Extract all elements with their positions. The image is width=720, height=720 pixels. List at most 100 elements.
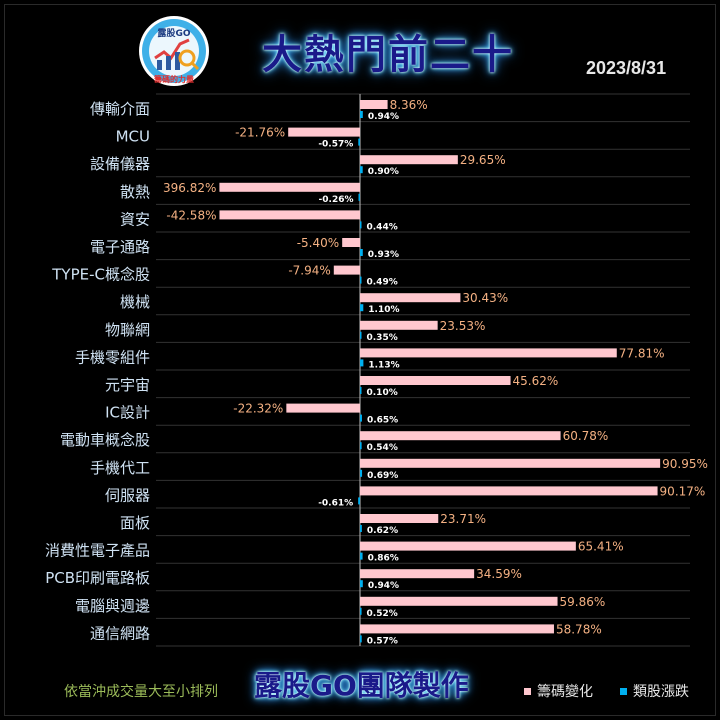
category-label: 元宇宙	[105, 376, 150, 394]
logo-icon: 露股GO 籌碼的力量	[139, 16, 209, 86]
legend-sector-swatch	[620, 687, 627, 695]
sector-change-label: 0.93%	[368, 250, 399, 260]
chip-change-bar	[288, 127, 360, 137]
chip-change-label: 45.62%	[513, 374, 559, 388]
chip-change-bar	[360, 293, 461, 303]
legend-sector-label: 類股漲跌	[633, 684, 689, 700]
chip-change-bar	[360, 514, 439, 523]
sector-change-bar	[360, 414, 362, 422]
category-label: 消費性電子產品	[45, 542, 150, 560]
sort-note: 依當沖成交量大至小排列	[64, 684, 218, 700]
category-label: TYPE-C概念股	[51, 266, 150, 284]
chip-change-label: 58.78%	[556, 622, 602, 636]
legend-chip-change: 籌碼變化	[524, 681, 593, 701]
sector-change-label: 0.94%	[368, 581, 399, 591]
chip-change-bar	[360, 320, 438, 330]
sector-change-label: 0.62%	[367, 526, 398, 536]
chip-change-bar	[360, 431, 561, 441]
sector-change-label: 1.10%	[368, 305, 399, 315]
sector-change-bar	[360, 304, 364, 312]
category-label: 電腦與週邊	[75, 597, 150, 615]
chip-change-bar	[333, 265, 360, 275]
sector-change-bar	[360, 607, 362, 615]
chip-change-bar	[360, 155, 458, 165]
chip-change-label: -5.40%	[297, 236, 339, 250]
chip-change-bar	[360, 486, 658, 496]
category-label: 設備儀器	[90, 155, 150, 173]
chip-change-bar	[360, 624, 554, 634]
sector-change-label: 0.44%	[367, 222, 398, 232]
category-label: 電子通路	[90, 238, 150, 256]
team-credit: 露股GO團隊製作	[254, 669, 469, 702]
sector-change-bar	[360, 111, 363, 118]
chip-change-bar	[360, 458, 661, 468]
sector-change-bar	[360, 469, 363, 477]
sector-change-bar	[360, 166, 363, 174]
sector-change-bar	[360, 276, 362, 284]
sector-change-label: 0.65%	[367, 416, 398, 426]
bar-chart: 傳輸介面 8.36%0.94%MCU -21.76%-0.57%設備儀器 29.65%…	[45, 93, 708, 647]
chart-frame	[4, 4, 716, 716]
sector-change-bar	[360, 580, 363, 588]
chip-change-label: -22.32%	[233, 402, 283, 416]
chip-change-label: 90.17%	[660, 484, 706, 498]
sector-change-label: -0.26%	[319, 195, 354, 205]
sector-change-bar	[360, 552, 363, 560]
chip-change-label: 23.53%	[440, 319, 486, 333]
legend-sector-change: 類股漲跌	[620, 681, 689, 701]
sector-change-label: 1.13%	[368, 360, 399, 370]
chip-change-label: 65.41%	[578, 540, 624, 554]
category-label: 傳輸介面	[90, 100, 150, 118]
chip-change-label: 29.65%	[460, 153, 506, 167]
sector-change-label: -0.61%	[318, 498, 353, 508]
category-label: 電動車概念股	[60, 431, 150, 449]
sector-change-label: 0.35%	[367, 333, 398, 343]
sector-change-bar	[360, 249, 363, 256]
category-label: 通信網路	[90, 624, 150, 642]
sector-change-bar	[360, 331, 362, 339]
chip-change-bar	[219, 182, 360, 192]
chip-change-label: 77.81%	[619, 346, 665, 360]
sector-change-bar	[358, 138, 360, 146]
category-label: 伺服器	[105, 486, 150, 504]
chip-change-bar	[360, 348, 617, 358]
logo-text-bottom: 籌碼的力量	[154, 74, 194, 84]
chip-change-bar	[219, 210, 360, 220]
page-title: 大熱門前二十	[262, 31, 514, 78]
sector-change-label: 0.10%	[367, 388, 398, 398]
category-label: 散熱	[120, 183, 150, 201]
legend-chip-label: 籌碼變化	[537, 684, 593, 700]
chip-change-label: 34.59%	[476, 567, 522, 581]
chip-change-label: -42.58%	[166, 208, 216, 222]
chip-change-bar	[360, 376, 511, 385]
category-label: 手機代工	[90, 459, 150, 477]
category-label: 手機零組件	[75, 348, 150, 366]
chip-change-label: 90.95%	[662, 457, 708, 471]
category-label: 資安	[120, 210, 150, 228]
category-label: 面板	[120, 514, 150, 532]
sector-change-label: 0.57%	[367, 636, 398, 646]
sector-change-label: 0.49%	[367, 278, 398, 288]
category-label: PCB印刷電路板	[45, 569, 150, 587]
chip-change-bar	[286, 403, 360, 413]
chip-change-bar	[360, 541, 576, 551]
sector-change-label: 0.52%	[367, 609, 398, 619]
sector-change-label: -0.57%	[318, 140, 353, 150]
category-label: 機械	[120, 293, 150, 311]
category-label: IC設計	[105, 404, 150, 422]
sector-change-label: 0.90%	[368, 167, 399, 177]
report-date: 2023/8/31	[586, 58, 667, 78]
legend-chip-swatch	[524, 687, 531, 695]
sector-change-label: 0.94%	[368, 112, 399, 122]
sector-change-label: 0.54%	[367, 443, 398, 453]
chip-change-label: 30.43%	[462, 291, 508, 305]
chip-change-bar	[360, 100, 388, 109]
sector-change-bar	[358, 497, 360, 505]
chip-change-label: 396.82%	[163, 181, 216, 195]
chip-change-label: 59.86%	[560, 595, 606, 609]
chip-change-label: 60.78%	[563, 429, 609, 443]
sector-change-bar	[358, 193, 360, 201]
sector-change-label: 0.69%	[367, 471, 398, 481]
sector-change-bar	[360, 387, 362, 394]
sector-change-label: 0.86%	[368, 554, 399, 564]
